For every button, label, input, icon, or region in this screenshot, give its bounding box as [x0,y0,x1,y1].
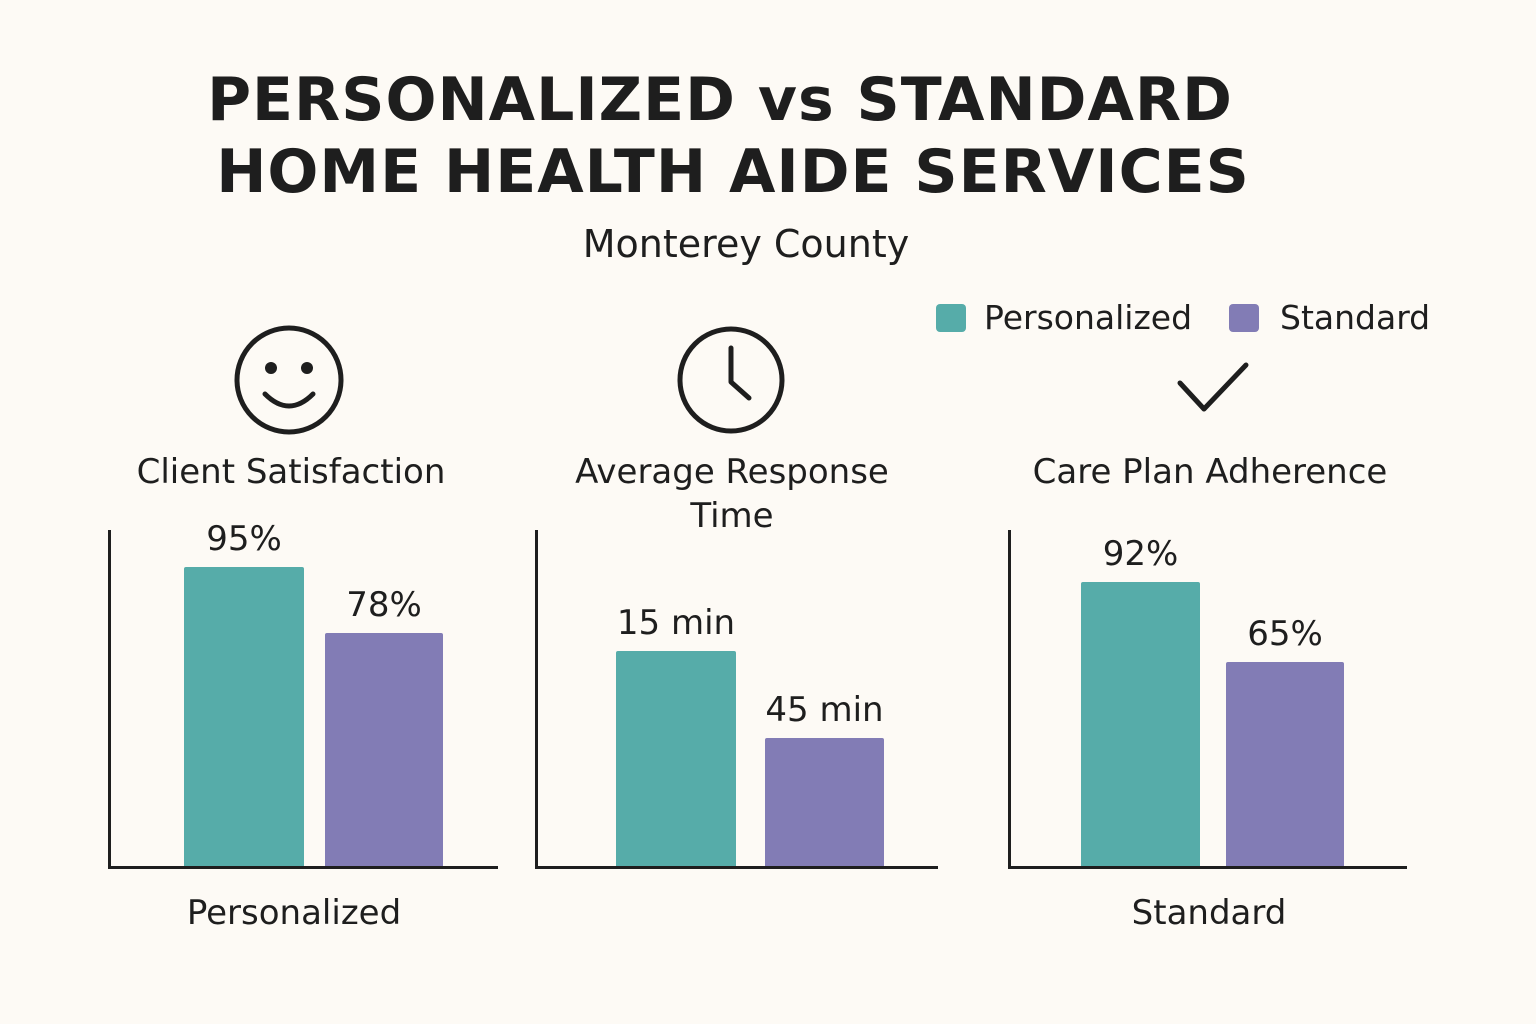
data-label: 65% [1247,613,1323,654]
bar-personalized [184,566,304,866]
title-line-2: HOME HEALTH AIDE SERVICES [216,137,1250,207]
metric-title: Average Response [575,452,889,492]
legend-label-personalized: Personalized [984,298,1193,337]
legend-label-standard: Standard [1280,298,1431,337]
x-axis [1008,866,1407,869]
clock-icon [677,326,785,434]
metric-title: Time [690,496,774,536]
y-axis [535,530,538,868]
checkmark-icon [1177,362,1249,412]
bar-personalized [1081,581,1200,866]
subtitle: Monterey County [582,222,910,266]
metric-title: Client Satisfaction [136,452,446,492]
bar-standard [325,632,443,866]
bar-standard [1226,661,1344,866]
y-axis [1008,530,1011,868]
bar-personalized [616,651,736,866]
smiley-face-icon [234,325,344,435]
data-label: 15 min [616,603,736,644]
x-axis [535,866,938,869]
title-line-1: PERSONALIZED vs STANDARD [207,65,1233,135]
metric-title: Care Plan Adherence [1032,452,1388,492]
data-label: 45 min [765,690,884,731]
legend-swatch-standard [1229,304,1259,332]
legend-swatch-personalized [936,304,966,332]
data-label: 78% [346,584,422,625]
x-axis-label: Standard [1131,893,1287,933]
y-axis [108,530,111,868]
bar-standard [765,738,884,866]
data-label: 95% [206,518,282,559]
x-axis [108,866,498,869]
x-axis-label: Personalized [186,893,402,933]
data-label: 92% [1102,533,1179,574]
